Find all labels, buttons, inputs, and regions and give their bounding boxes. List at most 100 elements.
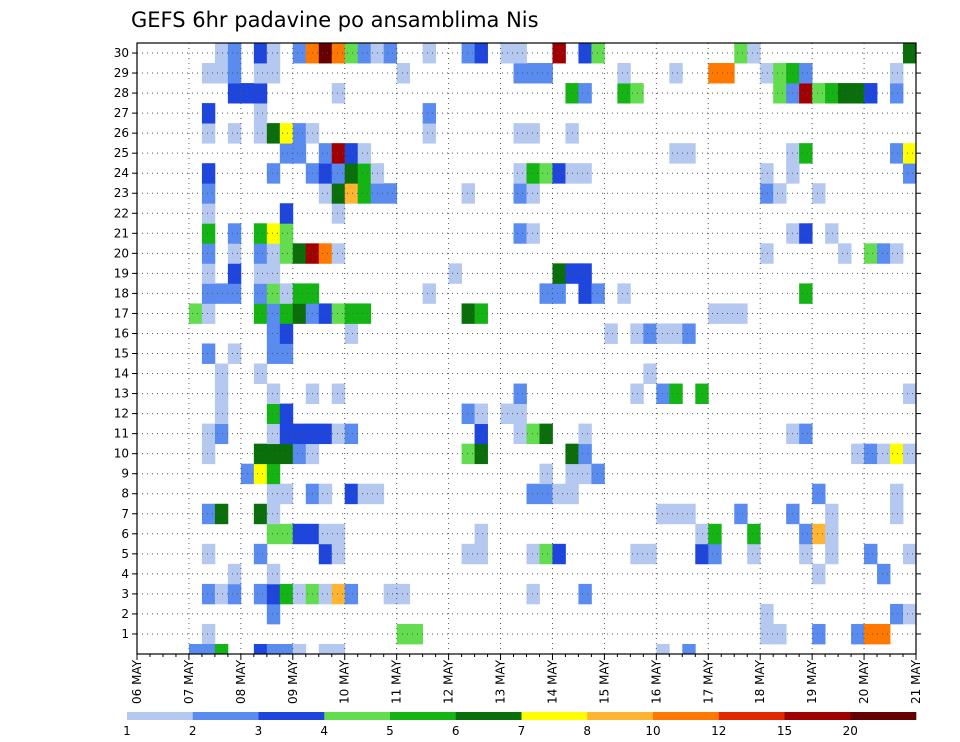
heatmap-cell (461, 403, 475, 425)
y-tick-label: 6 (121, 527, 129, 541)
heatmap-cell (318, 643, 333, 655)
heatmap-cell (578, 283, 592, 304)
heatmap-cell (253, 503, 268, 525)
colorbar-swatch (653, 712, 720, 720)
heatmap-cell (890, 483, 904, 505)
colorbar-label: 6 (452, 724, 460, 738)
heatmap-cell (812, 483, 826, 505)
heatmap-cell (201, 583, 216, 605)
y-tick-label: 17 (114, 306, 129, 320)
heatmap-cell (760, 623, 774, 645)
heatmap-cell (578, 583, 592, 605)
heatmap-cell (266, 643, 281, 655)
heatmap-cell (201, 243, 216, 264)
heatmap-cell (201, 423, 216, 445)
heatmap-cell (513, 163, 527, 184)
heatmap-cell (799, 283, 813, 304)
x-tick-label: 18 MAY (753, 659, 767, 704)
heatmap-cell (227, 283, 242, 304)
colorbar-label: 12 (711, 724, 726, 738)
heatmap-cell (747, 543, 761, 565)
heatmap-cell (422, 123, 437, 144)
heatmap-cell (266, 423, 281, 445)
heatmap-cell (227, 83, 242, 104)
heatmap-cell (591, 283, 605, 304)
colorbar-swatch (455, 712, 522, 720)
heatmap-cell (643, 323, 657, 344)
chart-title: GEFS 6hr padavine po ansamblima Nis (131, 8, 539, 32)
heatmap-cell (279, 403, 294, 425)
heatmap-cell (539, 163, 553, 184)
heatmap-cell (903, 163, 917, 184)
heatmap-cell (526, 423, 540, 445)
heatmap-cell (474, 43, 488, 64)
heatmap-cell (292, 423, 307, 445)
heatmap-cell (331, 183, 346, 204)
heatmap-cell (253, 283, 268, 304)
heatmap-cell (461, 543, 475, 565)
heatmap-cell (318, 423, 333, 445)
heatmap-cell (279, 343, 294, 364)
x-tick-label: 11 MAY (390, 659, 404, 704)
y-tick-label: 18 (114, 286, 129, 300)
heatmap-cell (825, 503, 839, 525)
heatmap-cell (877, 623, 891, 645)
heatmap-cell (227, 63, 242, 84)
heatmap-cell (825, 523, 839, 545)
heatmap-cell (344, 183, 359, 204)
heatmap-cell (318, 243, 333, 264)
heatmap-cell (227, 43, 242, 64)
heatmap-cell (266, 603, 281, 625)
heatmap-cell (513, 63, 527, 84)
heatmap-cell (331, 83, 346, 104)
heatmap-cell (539, 423, 553, 445)
heatmap-cell (682, 643, 696, 655)
heatmap-cell (266, 563, 281, 585)
heatmap-cell (201, 643, 216, 655)
heatmap-cell (266, 123, 281, 144)
heatmap-cell (617, 283, 631, 304)
heatmap-cell (799, 523, 813, 545)
heatmap-cell (682, 503, 696, 525)
heatmap-cell (344, 303, 359, 324)
heatmap-cell (201, 543, 216, 565)
heatmap-cell (656, 323, 670, 344)
colorbar-label: 5 (386, 724, 394, 738)
heatmap-cell (734, 503, 748, 525)
colorbar-label: 1 (123, 724, 131, 738)
heatmap-cell (422, 103, 437, 124)
heatmap-cell (227, 343, 242, 364)
heatmap-cell (643, 363, 657, 384)
heatmap-cell (396, 63, 411, 84)
x-tick-label: 17 MAY (701, 659, 715, 704)
heatmap-cell (344, 423, 359, 445)
heatmap-cell (266, 383, 281, 404)
heatmap-cell (279, 203, 294, 224)
heatmap-cell (344, 43, 359, 64)
y-tick-label: 13 (114, 387, 129, 401)
heatmap-cell (227, 123, 242, 144)
heatmap-cell (799, 83, 813, 104)
heatmap-cell (773, 183, 787, 204)
heatmap-cell (812, 623, 826, 645)
heatmap-cell (201, 163, 216, 184)
heatmap-cell (266, 483, 281, 505)
heatmap-cell (799, 143, 813, 164)
heatmap-cell (877, 563, 891, 585)
colorbar-swatch (390, 712, 457, 720)
heatmap-cell (799, 63, 813, 84)
heatmap-cell (526, 223, 540, 244)
heatmap-cell (669, 323, 683, 344)
heatmap-cell (357, 483, 372, 505)
x-axis-ticks: 06 MAY 07 MAY 08 MAY 09 MAY 10 MAY 11 MAY 12 M… (130, 654, 923, 704)
heatmap-cell (526, 123, 540, 144)
heatmap-cell (656, 503, 670, 525)
heatmap-cell (864, 543, 878, 565)
y-tick-label: 11 (114, 427, 129, 441)
y-tick-label: 9 (121, 467, 129, 481)
heatmap-cell (760, 243, 774, 264)
heatmap-cell (513, 43, 527, 64)
x-tick-label: 13 MAY (494, 659, 508, 704)
heatmap-cell (266, 463, 281, 485)
colorbar-label: 20 (843, 724, 858, 738)
